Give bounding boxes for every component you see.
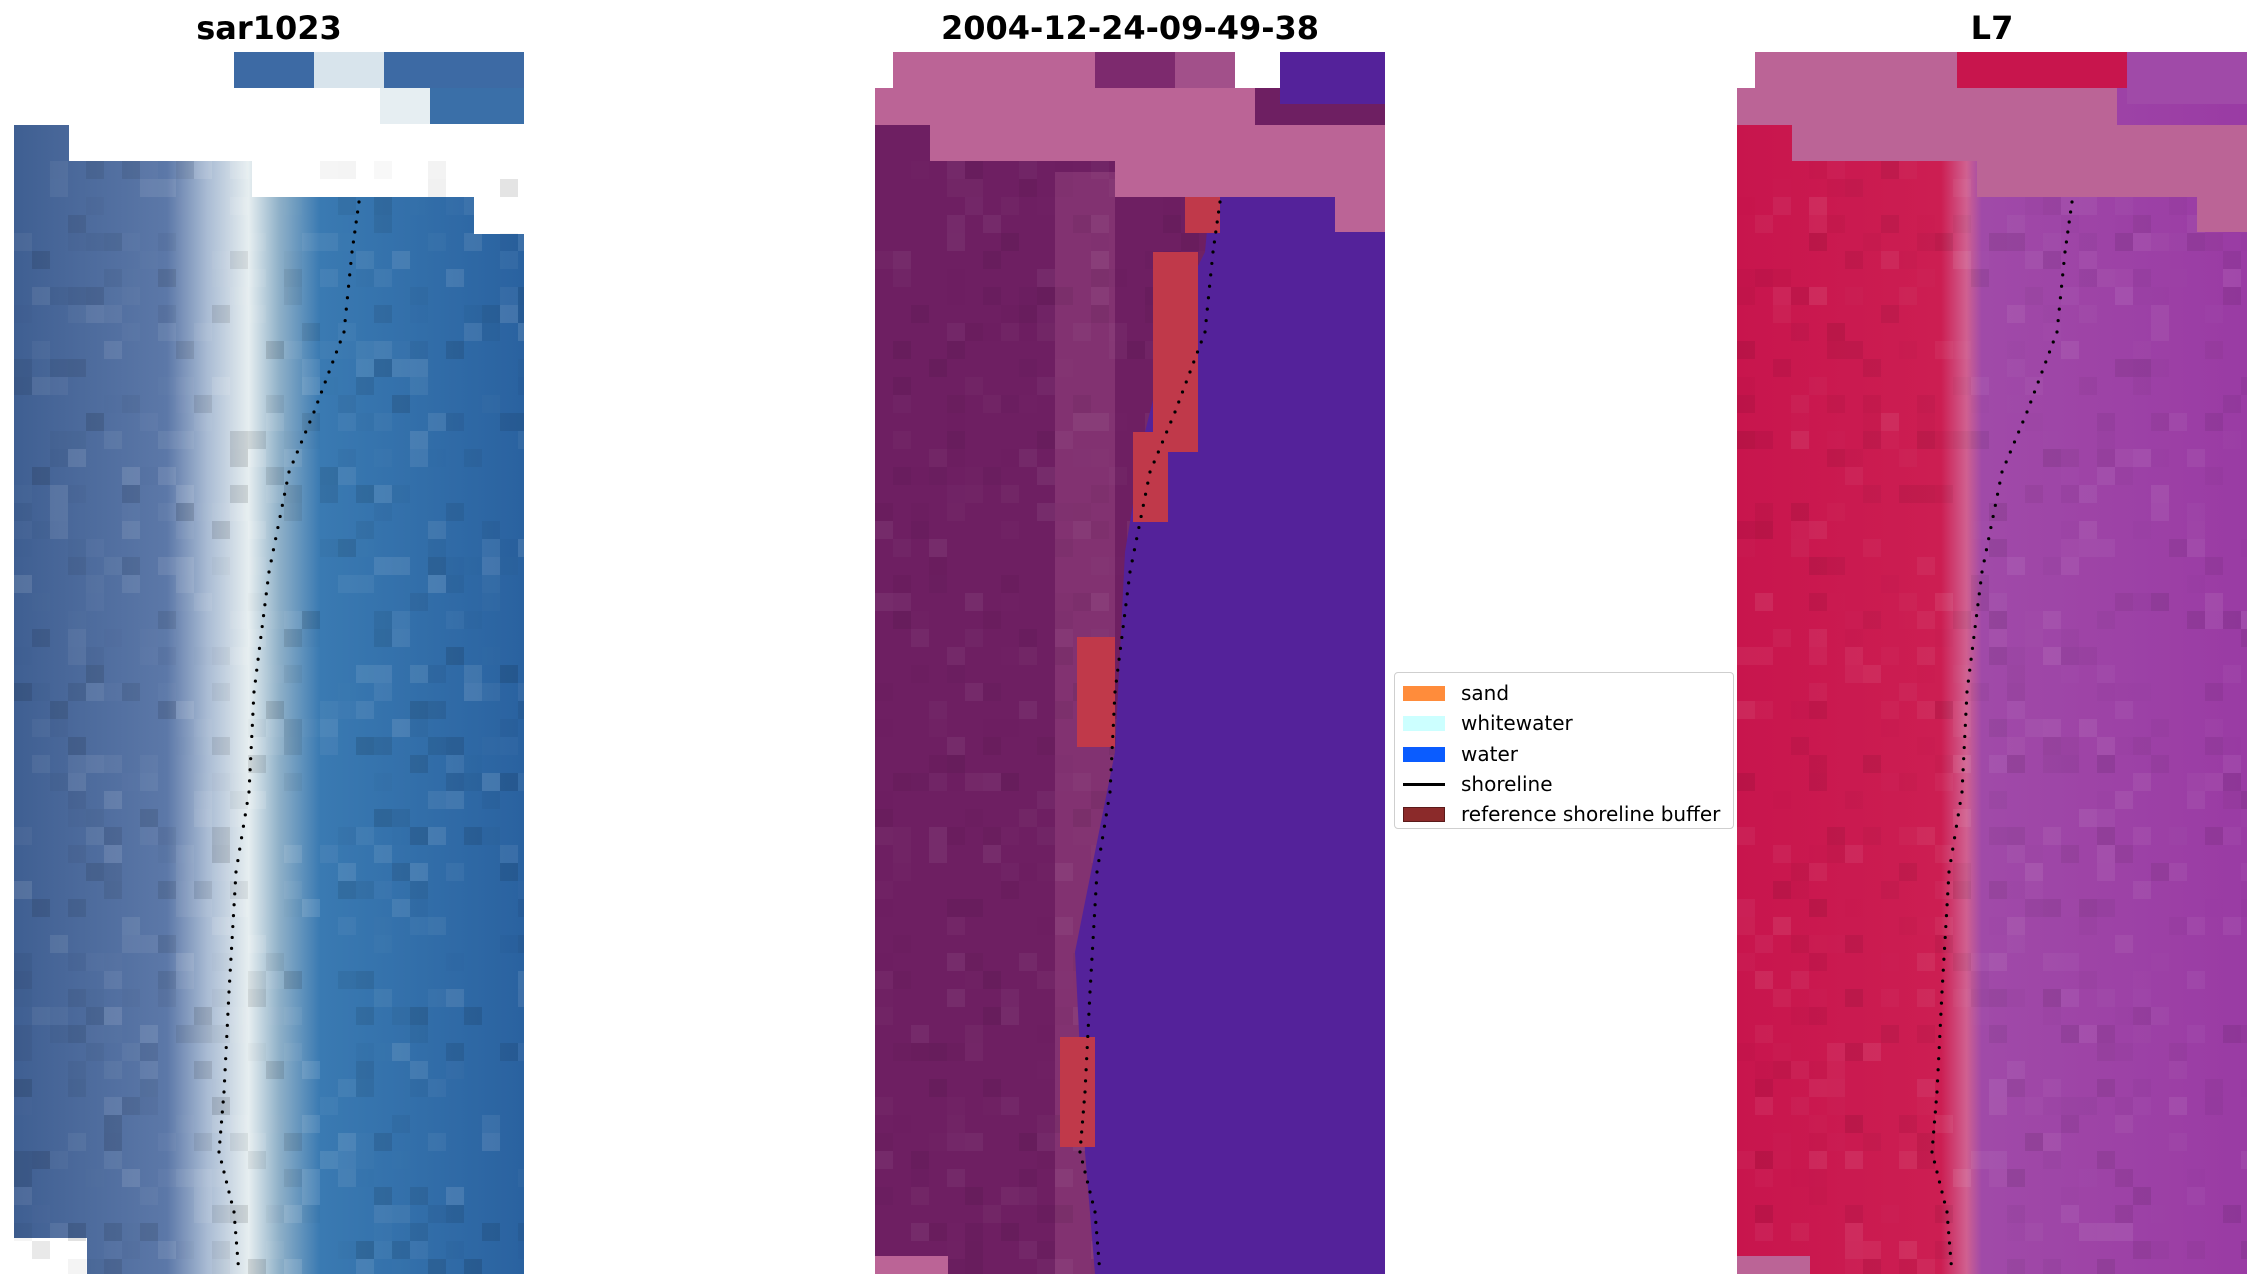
legend-label-buffer: reference shoreline buffer: [1461, 802, 1721, 826]
false-color-cloud: [1737, 52, 2247, 232]
false-color-panel: [1737, 52, 2247, 1274]
legend-label-water: water: [1461, 742, 1518, 766]
legend-label-whitewater: whitewater: [1461, 711, 1573, 735]
panel-title-sar1023: sar1023: [196, 9, 342, 47]
legend-item-whitewater: whitewater: [1403, 709, 1573, 737]
water-swatch: [1403, 746, 1445, 762]
classified-image: [875, 52, 1385, 1274]
legend-item-sand: sand: [1403, 679, 1509, 707]
legend-item-buffer: reference shoreline buffer: [1403, 800, 1720, 828]
panel-title-date: 2004-12-24-09-49-38: [940, 9, 1320, 47]
sand-swatch: [1403, 685, 1445, 701]
legend-item-water: water: [1403, 740, 1518, 768]
shoreline-dots-2: [1078, 200, 1222, 1266]
shoreline-line-swatch: [1403, 782, 1445, 786]
shoreline-dots-1: [217, 200, 361, 1266]
whitewater-swatch: [1403, 715, 1445, 731]
panel-title-l7: L7: [1970, 9, 2014, 47]
class-cloud: [875, 52, 1385, 232]
classified-image-panel: [875, 52, 1385, 1274]
legend: sand whitewater water shoreline referenc…: [1394, 672, 1734, 829]
false-color-land-water: [1737, 88, 2247, 1274]
rgb-image: [14, 52, 524, 1274]
false-color-image: [1737, 52, 2247, 1274]
legend-label-shoreline: shoreline: [1461, 772, 1553, 796]
rgb-land-water-area: [14, 125, 524, 1274]
reference-buffer-patches: [1060, 197, 1220, 1147]
shoreline-dots-3: [1930, 200, 2074, 1266]
legend-item-shoreline: shoreline: [1403, 770, 1553, 798]
rgb-pixel-texture: [14, 161, 524, 1274]
rgb-image-panel: [14, 52, 524, 1274]
legend-label-sand: sand: [1461, 681, 1510, 705]
buffer-swatch: [1403, 806, 1445, 822]
